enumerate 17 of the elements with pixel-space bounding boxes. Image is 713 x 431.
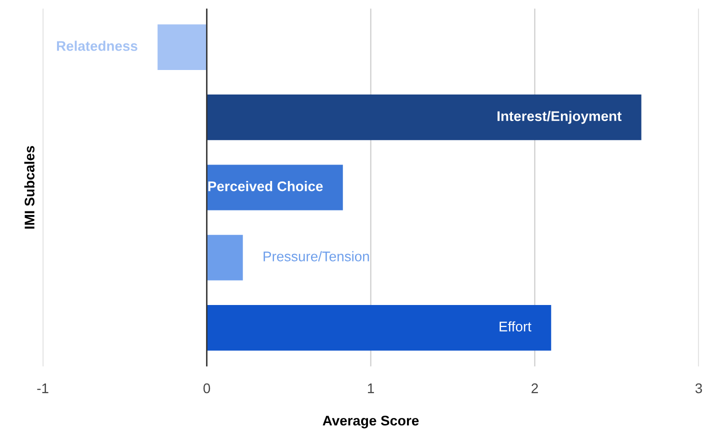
- y-axis-title: IMI Subcales: [24, 146, 34, 229]
- bar: [206, 94, 642, 140]
- x-tick-label: 3: [695, 383, 702, 394]
- y-tick-label: Perceived Choice: [208, 181, 323, 192]
- y-tick-label: Effort: [500, 321, 532, 332]
- y-tick-label: Relatedness: [57, 40, 138, 51]
- bar: [158, 24, 207, 70]
- bar: [206, 304, 552, 351]
- y-tick-label: Pressure/Tension: [264, 251, 369, 262]
- x-axis-title: Average Score: [322, 416, 419, 428]
- x-tick-label: 1: [368, 384, 374, 394]
- x-tick-label: 0: [203, 383, 210, 394]
- bar: [206, 234, 243, 280]
- x-tick-label: -1: [37, 384, 48, 394]
- bar: [206, 164, 343, 210]
- x-tick-label: 2: [532, 383, 538, 394]
- y-tick-label: Interest/Enjoyment: [498, 110, 622, 124]
